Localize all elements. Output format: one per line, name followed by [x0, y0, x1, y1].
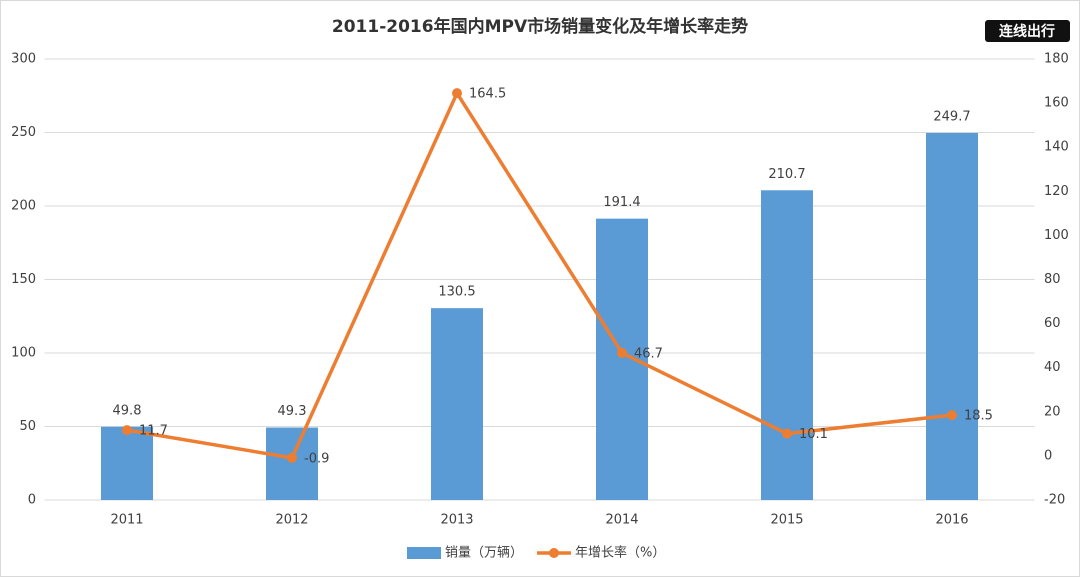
bar-value-label: 49.3	[278, 404, 307, 419]
y2-tick-label: 160	[1044, 96, 1069, 111]
y2-tick-label: 140	[1044, 140, 1069, 155]
x-tick-label: 2014	[605, 513, 638, 528]
line-value-label: -0.9	[304, 451, 329, 466]
y-tick-label: 250	[11, 125, 36, 140]
line-value-label: 164.5	[469, 87, 506, 102]
line-value-label: 11.7	[139, 424, 168, 439]
x-tick-label: 2016	[935, 513, 968, 528]
bar	[926, 132, 978, 501]
line-marker	[452, 88, 462, 99]
line-value-label: 10.1	[799, 427, 828, 442]
y2-tick-label: 20	[1044, 404, 1061, 419]
bar	[596, 218, 648, 500]
bar-value-label: 130.5	[438, 285, 475, 300]
line-marker	[617, 347, 627, 358]
chart-title: 2011-2016年国内MPV市场销量变化及年增长率走势	[332, 16, 748, 37]
y-tick-label: 300	[11, 52, 36, 67]
line-value-label: 46.7	[634, 346, 663, 361]
line-marker	[287, 452, 297, 463]
bar-value-label: 49.8	[113, 403, 142, 418]
line-marker	[947, 410, 957, 421]
y2-tick-label: 60	[1044, 316, 1061, 331]
y2-tick-label: 80	[1044, 272, 1061, 287]
bar	[266, 427, 318, 500]
y-tick-label: 150	[11, 272, 36, 287]
y2-tick-label: -20	[1044, 493, 1065, 508]
watermark-box	[985, 20, 1070, 42]
bar	[431, 308, 483, 500]
x-tick-label: 2011	[110, 513, 143, 528]
line-marker	[782, 428, 792, 439]
legend-swatch	[549, 548, 559, 558]
line-value-label: 18.5	[964, 409, 993, 424]
bar-value-label: 249.7	[933, 109, 970, 124]
y2-tick-label: 100	[1044, 228, 1069, 243]
y-tick-label: 200	[11, 199, 36, 214]
legend-label: 年增长率（%）	[575, 545, 665, 561]
line-marker	[122, 425, 132, 436]
y2-tick-label: 180	[1044, 52, 1069, 67]
legend-swatch	[407, 547, 441, 559]
legend-label: 销量（万辆）	[445, 546, 523, 561]
y2-tick-label: 120	[1044, 184, 1069, 199]
bar	[101, 426, 153, 500]
y-tick-label: 100	[11, 346, 36, 361]
x-tick-label: 2012	[275, 513, 308, 528]
watermark: 连线出行	[999, 23, 1055, 40]
y2-tick-label: 0	[1044, 448, 1052, 463]
bar-value-label: 191.4	[603, 195, 640, 210]
bar	[761, 190, 813, 500]
y2-tick-label: 40	[1044, 360, 1061, 375]
bar-value-label: 210.7	[768, 167, 805, 182]
y-tick-label: 50	[19, 419, 36, 434]
x-tick-label: 2013	[440, 513, 473, 528]
x-tick-label: 2015	[770, 513, 803, 528]
line	[126, 91, 953, 460]
y-tick-label: 0	[28, 493, 36, 508]
